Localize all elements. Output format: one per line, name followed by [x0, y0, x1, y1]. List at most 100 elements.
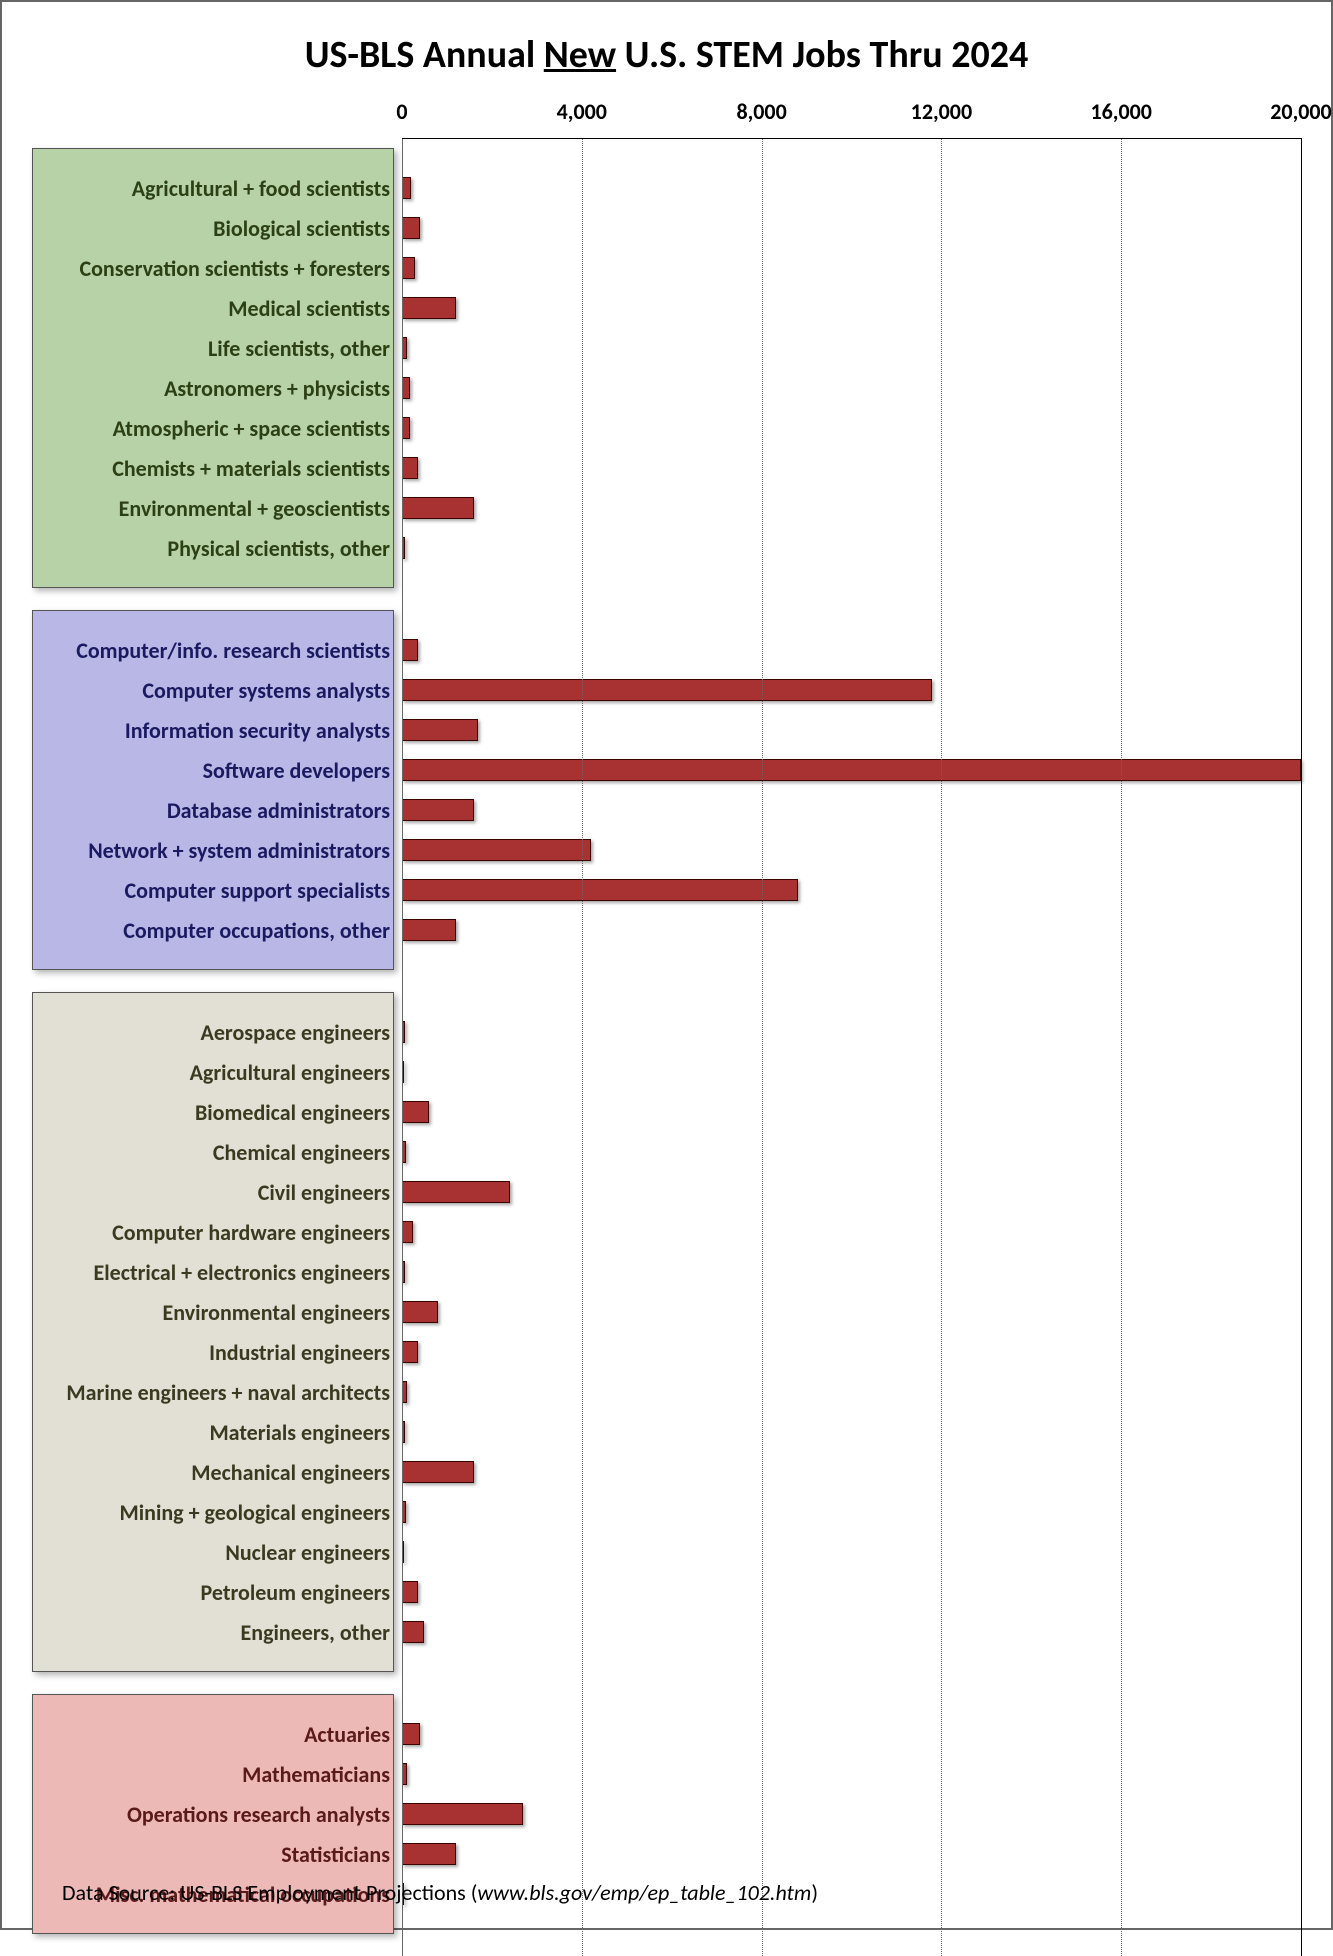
row-label: Computer support specialists — [32, 877, 402, 904]
data-row: Operations research analysts — [32, 1794, 1301, 1834]
bar — [402, 919, 456, 941]
data-row: Chemists + materials scientists — [32, 448, 1301, 488]
bar-cell — [402, 750, 1301, 790]
data-row: Industrial engineers — [32, 1332, 1301, 1372]
bar — [402, 1501, 406, 1523]
bar-cell — [402, 248, 1301, 288]
bar-cell — [402, 1412, 1301, 1452]
data-row: Computer/info. research scientists — [32, 630, 1301, 670]
bar-cell — [402, 870, 1301, 910]
bar — [402, 337, 407, 359]
title-pre: US-BLS Annual — [305, 32, 544, 78]
row-label: Computer hardware engineers — [32, 1219, 402, 1246]
data-source: Data Source: US-BLS Employment Projectio… — [62, 1879, 818, 1906]
bar-cell — [402, 1532, 1301, 1572]
data-row: Chemical engineers — [32, 1132, 1301, 1172]
row-label: Environmental + geoscientists — [32, 495, 402, 522]
x-tick-label: 16,000 — [1090, 98, 1151, 125]
row-label: Agricultural + food scientists — [32, 175, 402, 202]
row-label: Mining + geological engineers — [32, 1499, 402, 1526]
bar — [402, 1723, 420, 1745]
bar — [402, 879, 798, 901]
data-row: Software developers — [32, 750, 1301, 790]
source-suffix: ) — [811, 1879, 818, 1906]
bar-cell — [402, 1612, 1301, 1652]
row-label: Aerospace engineers — [32, 1019, 402, 1046]
bar-cell — [402, 1252, 1301, 1292]
row-label: Atmospheric + space scientists — [32, 415, 402, 442]
row-label: Marine engineers + naval architects — [32, 1379, 402, 1406]
row-label: Life scientists, other — [32, 335, 402, 362]
row-label: Civil engineers — [32, 1179, 402, 1206]
row-label: Chemical engineers — [32, 1139, 402, 1166]
data-row: Information security analysts — [32, 710, 1301, 750]
bar-cell — [402, 1052, 1301, 1092]
bar-cell — [402, 1212, 1301, 1252]
bar-cell — [402, 1292, 1301, 1332]
row-label: Database administrators — [32, 797, 402, 824]
row-label: Statisticians — [32, 1841, 402, 1868]
row-label: Physical scientists, other — [32, 535, 402, 562]
row-label: Environmental engineers — [32, 1299, 402, 1326]
data-row: Materials engineers — [32, 1412, 1301, 1452]
bar — [402, 799, 474, 821]
x-tick-label: 12,000 — [911, 98, 972, 125]
row-label: Biomedical engineers — [32, 1099, 402, 1126]
row-label: Mechanical engineers — [32, 1459, 402, 1486]
bar — [402, 297, 456, 319]
row-label: Actuaries — [32, 1721, 402, 1748]
bar — [402, 497, 474, 519]
x-axis: 04,0008,00012,00016,00020,000 — [32, 98, 1301, 138]
bar-cell — [402, 710, 1301, 750]
data-row: Statisticians — [32, 1834, 1301, 1874]
bar — [402, 257, 415, 279]
row-label: Engineers, other — [32, 1619, 402, 1646]
data-row: Conservation scientists + foresters — [32, 248, 1301, 288]
bar-cell — [402, 1172, 1301, 1212]
chart-page: US-BLS Annual New U.S. STEM Jobs Thru 20… — [0, 0, 1333, 1930]
data-row: Atmospheric + space scientists — [32, 408, 1301, 448]
data-row: Computer support specialists — [32, 870, 1301, 910]
data-row: Mathematicians — [32, 1754, 1301, 1794]
bar-cell — [402, 168, 1301, 208]
bar — [402, 679, 932, 701]
x-tick-label: 4,000 — [557, 98, 607, 125]
data-row: Biomedical engineers — [32, 1092, 1301, 1132]
data-row: Electrical + electronics engineers — [32, 1252, 1301, 1292]
bar — [402, 1581, 418, 1603]
data-row: Engineers, other — [32, 1612, 1301, 1652]
bar-cell — [402, 448, 1301, 488]
bar-cell — [402, 328, 1301, 368]
row-label: Astronomers + physicists — [32, 375, 402, 402]
x-tick-label: 20,000 — [1270, 98, 1331, 125]
row-label: Information security analysts — [32, 717, 402, 744]
bar-cell — [402, 288, 1301, 328]
x-tick-label: 8,000 — [736, 98, 786, 125]
bar — [402, 639, 418, 661]
bar — [402, 217, 420, 239]
bar — [402, 1061, 404, 1083]
row-label: Software developers — [32, 757, 402, 784]
data-row: Physical scientists, other — [32, 528, 1301, 568]
bar — [402, 417, 410, 439]
source-link: www.bls.gov/emp/ep_table_102.htm — [477, 1879, 811, 1906]
bar-cell — [402, 1452, 1301, 1492]
bar — [402, 1461, 474, 1483]
row-label: Nuclear engineers — [32, 1539, 402, 1566]
bar-cell — [402, 1794, 1301, 1834]
data-row: Biological scientists — [32, 208, 1301, 248]
row-label: Computer/info. research scientists — [32, 637, 402, 664]
data-row: Environmental + geoscientists — [32, 488, 1301, 528]
bar — [402, 1381, 407, 1403]
bar — [402, 759, 1301, 781]
bar-cell — [402, 1332, 1301, 1372]
row-label: Electrical + electronics engineers — [32, 1259, 402, 1286]
data-row: Medical scientists — [32, 288, 1301, 328]
row-label: Industrial engineers — [32, 1339, 402, 1366]
bar — [402, 1843, 456, 1865]
plot-area: Agricultural + food scientists Biological… — [32, 138, 1301, 1858]
gridline — [1301, 138, 1302, 1956]
bar-cell — [402, 1492, 1301, 1532]
data-row: Civil engineers — [32, 1172, 1301, 1212]
bar-cell — [402, 670, 1301, 710]
